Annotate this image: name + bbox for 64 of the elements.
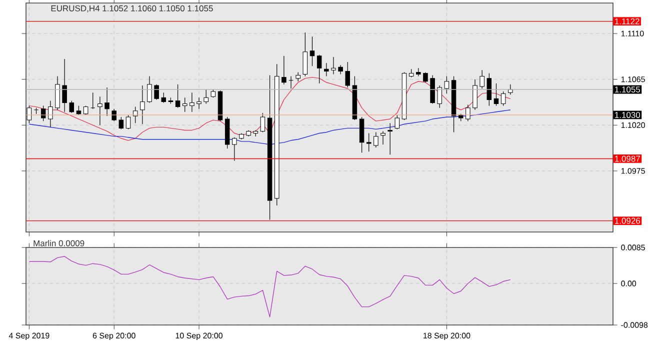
candlestick [296,72,300,82]
candlestick [388,122,392,155]
candlestick [62,58,67,112]
candlestick [359,116,364,153]
candlestick [444,76,450,94]
candlestick [480,70,484,89]
ref-line-label: 1.1030 [615,112,640,118]
ref-line-label: 1.0987 [615,156,640,162]
candlestick [147,76,152,104]
candlestick [175,84,180,108]
y-tick-label: 0.0085 [621,244,645,250]
candlestick [232,137,237,162]
candlestick [190,92,194,112]
ref-line-label: 1.1055 [615,86,640,93]
candlestick [345,62,350,88]
candlestick [196,97,202,110]
y-tick-label: 1.0975 [621,168,645,174]
candlestick [437,85,442,108]
candlestick [338,64,343,75]
candlestick [423,72,428,83]
x-tick-label: 10 Sep 20:00 [176,332,222,340]
candlestick [500,91,506,106]
candlestick [104,87,110,116]
ref-line-label: 1.0926 [615,218,640,224]
candlestick [182,97,188,112]
candlestick [316,54,322,84]
candlestick [486,72,492,106]
y-tick-label: 0.00 [621,280,636,286]
candlestick [282,56,286,85]
candlestick [40,105,46,122]
candlestick [55,76,60,110]
candlestick [331,56,336,75]
candlestick [374,132,378,148]
y-tick-label: 1.1065 [621,76,645,82]
candlestick [260,112,266,133]
candlestick [26,105,32,124]
candlestick [494,83,499,106]
candlestick [161,92,166,104]
candlestick [154,84,159,100]
candlestick [48,100,53,128]
candlestick [204,89,208,104]
ref-line-label: 1.1122 [615,18,640,24]
candlestick [302,32,308,77]
candlestick [324,62,329,77]
candlestick [394,114,400,130]
candlestick [380,130,386,145]
chart-title: EURUSD,H4 1.1052 1.1060 1.1050 1.1055 [51,5,213,12]
candlestick [126,114,131,130]
candlestick [98,96,102,126]
x-tick-label: 18 Sep 20:00 [424,332,470,340]
candlestick [140,85,145,124]
candlestick [466,104,470,122]
x-tick-label: 4 Sep 2019 [8,332,50,340]
x-tick-label: 6 Sep 20:00 [92,332,136,340]
candlestick [366,132,372,152]
chart-title: Marlin 0.0009 [34,240,84,246]
candlestick [118,116,124,130]
candlestick [508,84,513,95]
y-tick-label: -0.0098 [621,322,648,328]
y-tick-label: 1.1110 [621,30,644,36]
candlestick [310,36,315,66]
candlestick [472,79,478,110]
y-tick-label: 1.1020 [621,122,645,128]
candlestick [69,100,74,114]
